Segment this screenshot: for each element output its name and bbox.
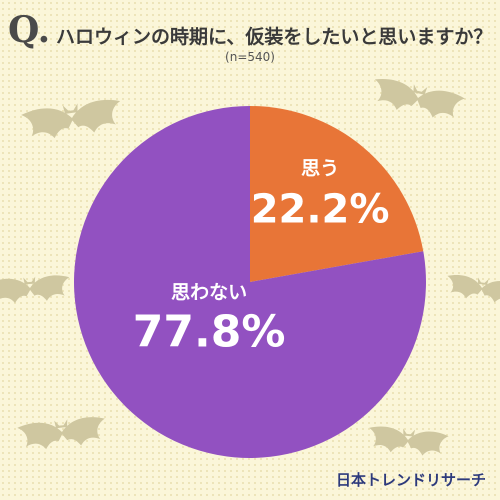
slice-category-label: 思わない (171, 282, 247, 304)
pie-slice-1 (74, 106, 427, 459)
pie-slice-0 (250, 106, 424, 282)
slice-category-label: 思う (301, 157, 339, 179)
slice-value-label: 22.2% (251, 186, 390, 232)
sample-size: (n=540) (225, 50, 275, 64)
question-title: ハロウィンの時期に、仮装をしたいと思いますか？ (56, 26, 493, 48)
question-mark-icon: Q. (8, 9, 51, 51)
slice-value-label: 77.8% (133, 307, 286, 358)
brand-logo: 日本トレンドリサーチ (335, 471, 486, 489)
